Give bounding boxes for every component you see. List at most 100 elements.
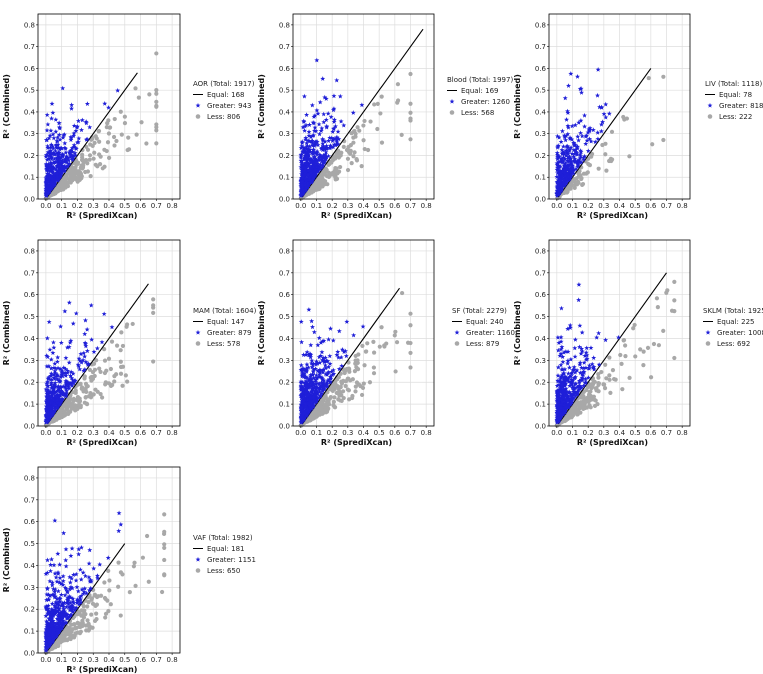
greater-point xyxy=(558,334,564,340)
greater-point xyxy=(562,168,568,174)
legend-entry-less: Less: 568 xyxy=(461,109,494,117)
less-point xyxy=(672,279,677,284)
legend-entry-greater: Greater: 1008 xyxy=(717,329,763,337)
less-point xyxy=(603,152,608,157)
less-point xyxy=(350,393,355,399)
greater-point xyxy=(578,377,584,383)
greater-point xyxy=(555,387,561,393)
less-point xyxy=(111,134,117,140)
legend-entry-less: Less: 806 xyxy=(207,113,241,121)
greater-point xyxy=(324,145,330,151)
greater-point xyxy=(560,384,566,390)
less-point xyxy=(575,409,580,414)
less-point xyxy=(87,367,92,372)
greater-point xyxy=(569,159,574,165)
less-point xyxy=(353,384,358,389)
greater-point xyxy=(84,326,90,332)
greater-point xyxy=(308,167,314,173)
greater-point xyxy=(562,405,567,411)
greater-point xyxy=(574,145,580,151)
greater-point xyxy=(559,393,565,399)
greater-point xyxy=(303,137,309,142)
less-point xyxy=(375,101,380,106)
greater-point xyxy=(573,149,579,155)
greater-point xyxy=(588,138,594,144)
greater-point xyxy=(298,189,304,195)
greater-point xyxy=(67,148,73,154)
less-point xyxy=(110,382,115,388)
greater-point xyxy=(558,346,564,352)
greater-point xyxy=(576,379,582,385)
greater-point xyxy=(577,151,583,157)
greater-point xyxy=(76,356,82,361)
greater-point xyxy=(563,349,569,354)
less-point xyxy=(133,86,138,91)
less-point xyxy=(154,125,159,130)
greater-point xyxy=(583,365,589,370)
greater-point xyxy=(82,331,88,337)
chart-panel-blood: 0.0 0.1 0.2 0.3 0.4 0.5 0.6 0.7 0.80.00.10.20.30… xyxy=(257,13,513,220)
y-tick-label: 0.5 xyxy=(535,87,546,95)
greater-point xyxy=(48,154,54,160)
greater-point xyxy=(44,418,50,424)
x-axis-label: R² (SprediXcan) xyxy=(66,211,137,220)
chart-panel-aor: 0.0 0.1 0.2 0.3 0.4 0.5 0.6 0.7 0.80.00.10.20.30… xyxy=(2,13,255,220)
greater-point xyxy=(79,127,84,133)
legend-title: LIV (Total: 1118) xyxy=(705,80,762,88)
greater-point xyxy=(44,389,50,394)
greater-point xyxy=(328,143,333,148)
greater-point xyxy=(565,124,571,130)
greater-point xyxy=(54,174,60,180)
greater-point xyxy=(307,175,313,181)
greater-point xyxy=(46,411,52,417)
y-tick-label: 0.4 xyxy=(24,108,36,116)
less-point xyxy=(60,407,65,412)
greater-point xyxy=(62,370,68,376)
greater-point xyxy=(45,121,51,127)
greater-point xyxy=(59,370,65,376)
less-point xyxy=(371,371,377,376)
greater-point xyxy=(52,376,58,382)
greater-point xyxy=(583,350,589,355)
less-series xyxy=(298,290,413,428)
greater-point xyxy=(570,170,576,176)
greater-point xyxy=(555,395,561,401)
greater-point xyxy=(563,137,569,143)
less-point xyxy=(65,401,71,406)
greater-point xyxy=(298,405,304,410)
greater-point xyxy=(579,365,585,371)
less-point xyxy=(607,355,612,360)
legend-entry-less: Less: 879 xyxy=(466,340,499,348)
greater-point xyxy=(70,380,76,385)
greater-point xyxy=(57,137,63,142)
greater-point xyxy=(322,362,328,368)
less-point xyxy=(607,158,612,164)
x-tick-label: 0.1 xyxy=(311,429,322,437)
greater-point xyxy=(63,390,69,396)
y-tick-label: 0.2 xyxy=(535,152,546,160)
y-axis-label: R² (Combined) xyxy=(513,74,522,139)
greater-point xyxy=(316,389,322,395)
greater-point xyxy=(50,131,56,137)
greater-point xyxy=(53,117,59,122)
greater-point xyxy=(307,157,313,162)
greater-point xyxy=(572,156,578,161)
greater-point xyxy=(299,414,305,420)
less-point xyxy=(107,578,112,583)
less-point xyxy=(68,180,73,185)
greater-point xyxy=(314,57,320,63)
less-point xyxy=(564,190,570,195)
greater-point xyxy=(56,158,62,164)
greater-point xyxy=(312,391,317,397)
greater-point xyxy=(559,147,565,153)
greater-point xyxy=(324,381,330,387)
greater-point xyxy=(67,339,73,345)
less-point xyxy=(408,311,413,316)
greater-point xyxy=(330,138,335,144)
y-tick-label: 0.7 xyxy=(535,43,546,51)
greater-point xyxy=(62,140,68,146)
greater-point xyxy=(318,392,323,398)
greater-point xyxy=(328,376,334,381)
greater-point xyxy=(53,389,59,395)
